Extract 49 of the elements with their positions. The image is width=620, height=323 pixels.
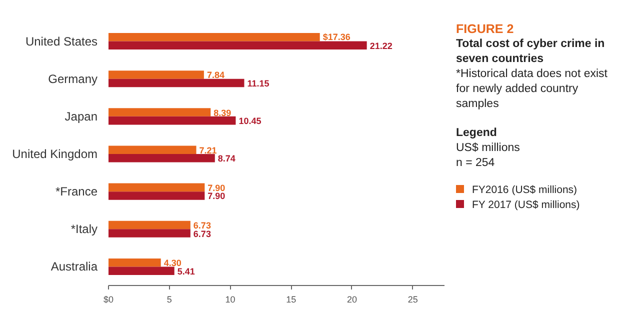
legend-label: FY2016 (US$ millions): [471, 183, 578, 198]
data-label: $17.36: [322, 32, 350, 42]
bar: [108, 108, 211, 116]
data-label: 7.90: [208, 191, 226, 202]
y-tick-label: Japan: [64, 109, 98, 124]
bar: [108, 229, 190, 238]
data-label: 6.73: [193, 228, 211, 239]
data-label: 10.45: [238, 116, 262, 126]
text: *Historical data does not exist for newly added country samples: [456, 67, 608, 112]
data-label: 8.74: [218, 154, 236, 164]
text: n = 254: [456, 156, 496, 171]
text: FIGURE 2: [456, 22, 515, 37]
data-label: 5.41: [177, 266, 195, 276]
bar: [108, 146, 196, 154]
data-label: 7.90: [208, 182, 226, 193]
data-label: 21.22: [370, 40, 392, 51]
data-label: 7.21: [199, 145, 217, 156]
x-tick-label: 15: [286, 294, 296, 304]
bar: [108, 78, 244, 88]
legend-title: Legend: [456, 126, 498, 141]
y-tick-label: Australia: [50, 260, 98, 274]
x-tick-label: 10: [225, 294, 236, 304]
bar: [108, 154, 215, 162]
x-tick-label: 20: [346, 294, 357, 304]
legend-label: FY 2017 (US$ millions): [471, 198, 581, 213]
bar: [108, 70, 204, 79]
y-tick-label: United Kingdom: [12, 147, 98, 161]
bar: [108, 220, 190, 230]
x-tick-label: 25: [408, 294, 418, 304]
y-tick-label: *France: [55, 184, 98, 199]
y-tick-label: United States: [25, 34, 98, 48]
bar: [108, 183, 205, 192]
data-label: 11.15: [247, 78, 270, 88]
x-tick-label: 5: [166, 294, 172, 304]
data-label: 6.73: [193, 220, 211, 231]
bar: [108, 266, 174, 275]
y-tick-label: *Italy: [70, 222, 98, 236]
bar: [108, 33, 320, 42]
data-label: 7.84: [206, 70, 224, 80]
x-tick-label: $0: [103, 294, 114, 304]
text: Total cost of cyber crime in seven countries: [456, 37, 606, 67]
data-label: 8.39: [214, 108, 232, 118]
y-tick-label: Germany: [48, 72, 98, 86]
bar: [108, 41, 367, 50]
bar: [108, 116, 236, 125]
bar: [108, 192, 205, 200]
text: US$ millions: [456, 141, 521, 156]
bar: [108, 258, 161, 267]
data-label: 4.30: [164, 258, 182, 268]
